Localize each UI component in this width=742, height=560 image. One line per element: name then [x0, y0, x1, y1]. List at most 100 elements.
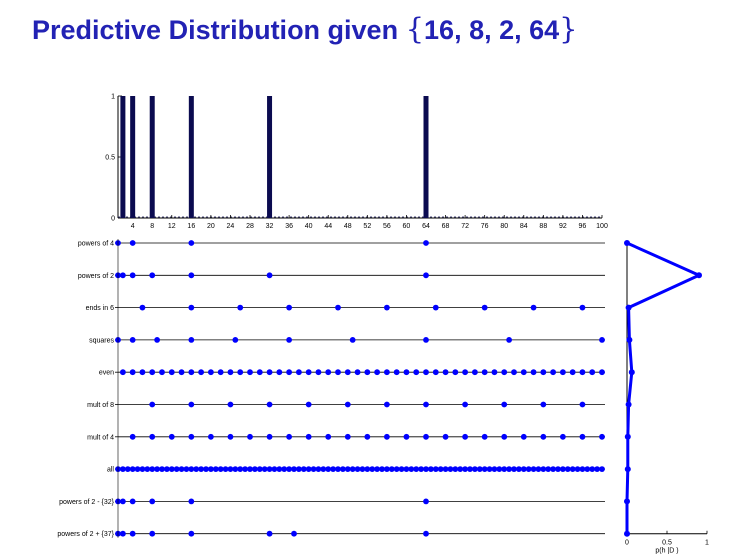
- hypothesis-point: [599, 466, 605, 472]
- hypothesis-point: [119, 466, 126, 472]
- hypothesis-point: [129, 272, 136, 279]
- hypothesis-point: [486, 466, 493, 472]
- hypothesis-point: [520, 466, 527, 472]
- hypothesis-point: [344, 401, 351, 408]
- hypothesis-point: [574, 466, 581, 472]
- hypothesis-point: [144, 466, 151, 472]
- x-tick-label: 64: [422, 223, 430, 230]
- hypothesis-point: [579, 369, 586, 376]
- hypothesis-point: [188, 433, 195, 440]
- x-tick-label: 100: [596, 223, 608, 230]
- hypothesis-point: [188, 272, 195, 279]
- hypothesis-point: [286, 433, 293, 440]
- hypothesis-point: [559, 466, 566, 472]
- hypothesis-point: [520, 369, 527, 376]
- hypothesis-point: [119, 369, 126, 376]
- hypothesis-point: [207, 369, 214, 376]
- x-tick-label: 8: [150, 223, 154, 230]
- hypothesis-point: [462, 369, 469, 376]
- hypothesis-point: [227, 401, 234, 408]
- hypothesis-point: [383, 466, 390, 472]
- hypothesis-point: [525, 466, 532, 472]
- hypothesis-point: [266, 401, 273, 408]
- hypothesis-point: [388, 466, 395, 472]
- hypothesis-point: [599, 369, 605, 376]
- hypothesis-point: [393, 466, 400, 472]
- posterior-point: [625, 401, 632, 408]
- predictive-bar-chart: 00.514 8 12 16 20 24 28 32 36 40 44 48 52 56 60 64 68 72 7…: [105, 94, 608, 231]
- hypothesis-point: [374, 369, 381, 376]
- y-tick-label: 0: [111, 216, 115, 223]
- hypothesis-point: [198, 369, 205, 376]
- hypothesis-point: [344, 369, 351, 376]
- hypothesis-point: [506, 466, 513, 472]
- hypothesis-point: [418, 466, 425, 472]
- hypothesis-point: [286, 369, 293, 376]
- hypothesis-point: [325, 369, 332, 376]
- x-tick-label: 16: [187, 223, 195, 230]
- posterior-x-tick-label: 0: [625, 540, 629, 547]
- hypothesis-point: [217, 369, 224, 376]
- hypothesis-point: [589, 466, 596, 472]
- hypothesis-point: [364, 433, 371, 440]
- predictive-bar: [130, 96, 136, 218]
- row-label: mult of 4: [87, 434, 114, 441]
- hypothesis-point: [354, 369, 361, 376]
- hypothesis-point: [310, 466, 317, 472]
- hypothesis-point: [247, 369, 253, 376]
- hypothesis-point: [520, 433, 527, 440]
- x-tick-label: 80: [500, 223, 508, 230]
- hypothesis-point: [212, 466, 219, 472]
- hypothesis-point: [579, 433, 586, 440]
- hypothesis-point: [413, 466, 420, 472]
- hypothesis-point: [159, 369, 165, 376]
- hypothesis-point: [432, 466, 439, 472]
- posterior-x-tick-label: 0.5: [662, 540, 672, 547]
- row-label: all: [107, 467, 114, 474]
- hypothesis-point: [305, 433, 312, 440]
- hypothesis-point: [286, 304, 293, 311]
- hypothesis-point: [584, 466, 591, 472]
- hypothesis-point: [227, 433, 234, 440]
- posterior-point: [624, 498, 630, 505]
- hypothesis-point: [393, 369, 400, 376]
- hypothesis-point: [139, 304, 146, 311]
- hypothesis-point: [423, 369, 429, 376]
- hypothesis-point: [276, 466, 283, 472]
- hypothesis-point: [383, 369, 390, 376]
- hypothesis-point: [491, 369, 498, 376]
- hypothesis-point: [227, 466, 234, 472]
- hypothesis-point: [550, 369, 557, 376]
- hypothesis-point: [232, 466, 239, 472]
- row-label: powers of 4: [78, 241, 114, 248]
- y-tick-label: 1: [111, 94, 115, 101]
- row-label: even: [99, 370, 114, 377]
- hypothesis-point: [408, 466, 415, 472]
- hypothesis-point: [149, 433, 156, 440]
- hypothesis-point: [300, 466, 307, 472]
- hypothesis-point: [335, 466, 341, 472]
- hypothesis-point: [129, 498, 136, 505]
- hypothesis-point: [471, 466, 478, 472]
- hypothesis-point: [242, 466, 249, 472]
- x-tick-label: 60: [403, 223, 411, 230]
- hypothesis-point: [198, 466, 205, 472]
- hypothesis-point: [383, 433, 390, 440]
- title-text: Predictive Distribution given: [32, 15, 406, 45]
- hypothesis-point: [462, 401, 469, 408]
- hypothesis-point: [237, 466, 244, 472]
- x-tick-label: 36: [285, 223, 293, 230]
- hypothesis-point: [124, 466, 131, 472]
- predictive-bar: [188, 96, 194, 218]
- hypothesis-point: [452, 369, 459, 376]
- hypothesis-point: [134, 466, 141, 472]
- hypothesis-point: [330, 466, 337, 472]
- hypothesis-point: [589, 369, 596, 376]
- hypothesis-point: [266, 433, 273, 440]
- hypothesis-point: [256, 466, 263, 472]
- hypothesis-point: [379, 466, 385, 472]
- hypothesis-point: [266, 369, 273, 376]
- hypothesis-point: [599, 337, 605, 343]
- x-tick-label: 40: [305, 223, 313, 230]
- hypothesis-point: [481, 304, 488, 311]
